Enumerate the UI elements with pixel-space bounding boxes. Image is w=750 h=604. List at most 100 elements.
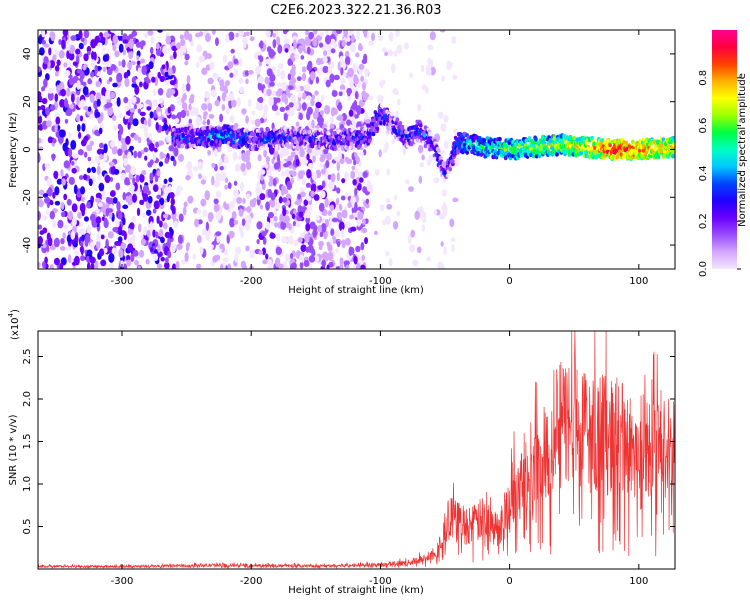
spectrogram-cell [304,208,311,219]
spectrogram-cell [60,201,65,210]
spectrogram-cell [152,100,158,107]
spectrogram-cell [356,107,361,116]
spectrogram-signal-cell [207,137,211,143]
spectrogram-cell [245,31,250,37]
spectrogram-cell [86,167,92,174]
spectrogram-cell [75,113,81,122]
spectrogram-cell [354,201,358,212]
spectrogram-cell [173,220,179,229]
spectrogram-cell [96,71,102,77]
spectrogram-cell [393,50,398,57]
spectrogram-signal-cell [259,146,264,151]
spectrogram-cell [67,131,72,138]
spectrogram-cell [250,119,256,125]
spectrogram-cell [358,42,362,51]
spectrogram-cell [265,253,269,260]
spectrogram-cell [87,156,92,162]
spectrogram-cell [339,257,344,266]
snr-y-tick-label: 0.5 [22,519,33,535]
spectrogram-cell [49,243,56,251]
spectrogram-cell [207,211,214,221]
spectrogram-cell [108,77,113,82]
spectrogram-cell [94,129,100,136]
spectrogram-cell [129,145,135,151]
spectrogram-cell [90,71,95,78]
spectrogram-cell [42,215,48,221]
spectrogram-cell [169,79,176,86]
spectrogram-cell [285,87,291,96]
spectrogram-signal-cell [400,124,405,130]
spectrogram-cell [283,113,288,122]
spectrogram-cell [344,192,349,199]
spectrogram-signal-cell [590,135,594,141]
spectrogram-cell [295,158,300,167]
spectrogram-cell [94,197,101,203]
spectrogram-cell [388,32,394,42]
spectrogram-cell [80,99,86,108]
snr-frame [37,330,676,570]
spectrogram-cell [306,106,313,115]
spectrogram-cell [288,106,295,117]
spectrogram-cell [252,197,257,203]
spectrogram-cell [421,224,426,232]
spectrogram-cell [38,152,41,163]
spectrogram-cell [38,66,42,73]
spectrogram-cell [312,37,318,47]
spectrogram-x-ticks: -300 -200 -100 0 100 [111,30,648,287]
spectrogram-cell [417,246,422,254]
spectrogram-cell [123,97,129,104]
spectrogram-cell [78,42,84,50]
spectrogram-cell [320,94,325,102]
spectrogram-cell [51,153,55,162]
spectrogram-cell [115,220,120,228]
spectrogram-cell [162,45,169,55]
spectrogram-cell [437,111,444,120]
spectrogram-cell [74,249,79,256]
spectrogram-cell [312,228,317,239]
spectrogram-signal-cell [633,148,637,153]
spectrogram-cell [219,85,226,92]
spectrogram-cell [103,217,108,226]
spectrogram-signal-cell [356,130,361,135]
spectrogram-cell [451,244,455,253]
spectrogram-cell [272,178,277,187]
spectrogram-cell [324,105,331,115]
spectrogram-signal-cell [279,136,283,142]
spectrogram-cell [87,78,93,85]
colorbar-ticks: 0.0 0.2 0.4 0.6 0.8 [698,70,741,277]
spectrogram-signal-cell [409,141,414,147]
spectrogram-cell [206,118,210,126]
spectrogram-cell [268,96,274,107]
spectrogram-cell [233,219,239,225]
spectrogram-cell [167,74,174,80]
spectrogram-cell [351,116,356,126]
spectrogram-cell [257,154,262,162]
spectrogram-cell [288,85,294,90]
spectrogram-signal-cell [202,135,207,141]
spectrogram-cell [284,253,291,263]
spectrogram-cell [276,157,281,162]
spectrogram-cell [44,196,51,205]
snr-x-tick-label: 0 [506,576,512,587]
spectrogram-cell [54,186,60,196]
spectrogram-cell [354,114,359,119]
spectrogram-cell [83,216,89,222]
spectrogram-cell [148,132,153,141]
spectrogram-cell [278,196,283,204]
spectrogram-cell [274,203,281,210]
spectrogram-cell [417,103,422,112]
spectrogram-signal-cell [589,146,594,151]
spectrogram-cell [171,114,177,120]
spectrogram-cell [224,84,228,93]
spectrogram-cell [220,263,224,269]
spectrogram-cell [321,259,326,268]
spectrogram-cell [137,67,142,76]
spectrogram-cell [211,162,216,169]
spectrogram-cell [420,64,425,73]
spectrogram-cell [103,247,108,254]
spectrogram-cell [49,104,56,111]
spectrogram-cell [324,197,329,208]
spectrogram-cell [227,263,232,269]
spectrogram-cell [287,155,293,162]
spectrogram-cell [345,264,350,269]
